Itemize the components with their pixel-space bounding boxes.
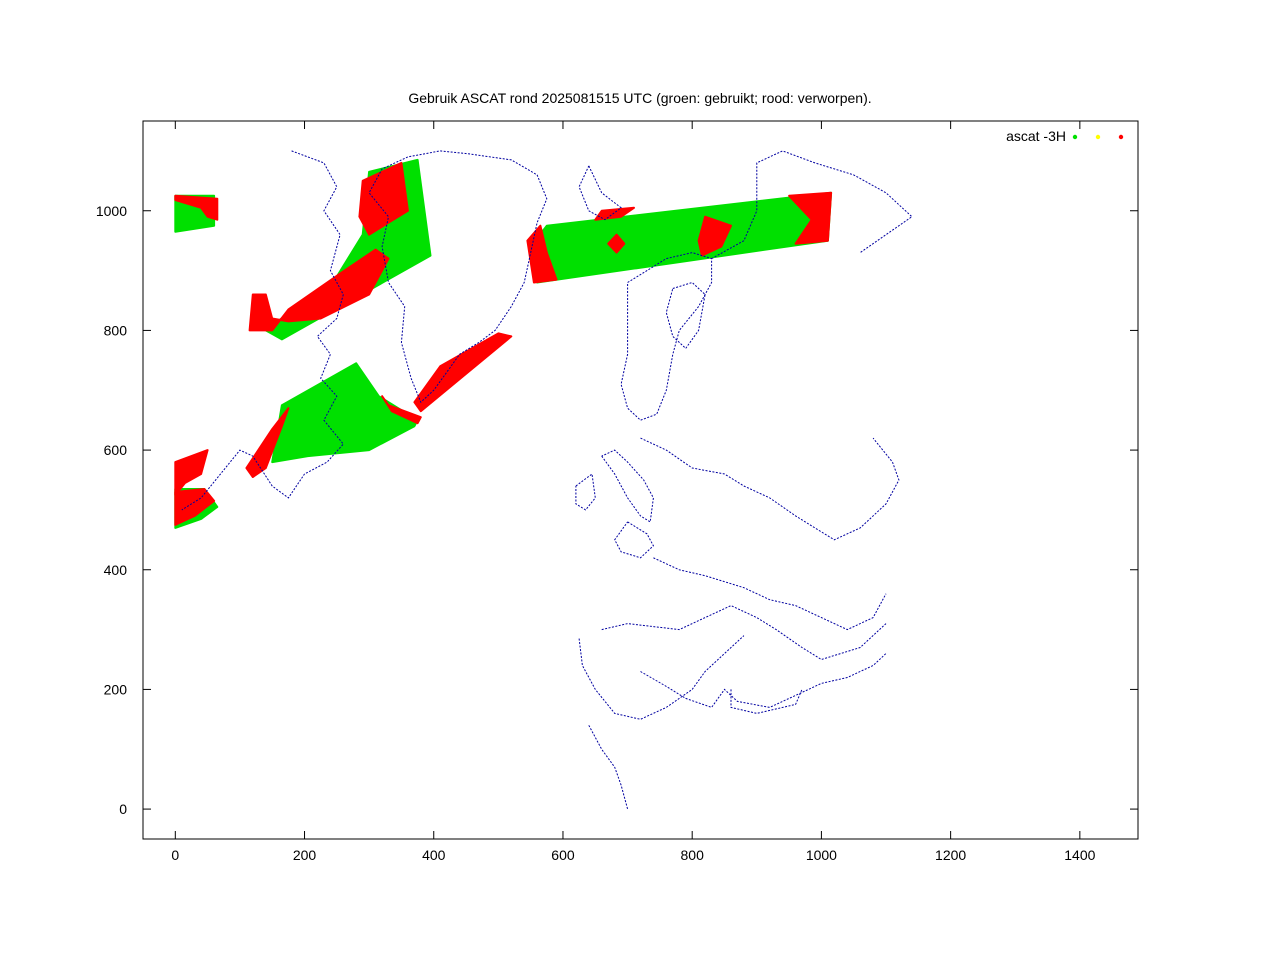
used-observation-swath	[529, 191, 833, 284]
axes: 0 200 400 600 800 1000 1200 1400 0 200 400 600 800 10…	[96, 120, 1139, 863]
coastline	[578, 635, 745, 720]
coastline	[575, 473, 596, 511]
y-tick-label: 400	[104, 562, 128, 578]
rejected-observation-swath	[245, 407, 290, 478]
rejected-observation-swath	[788, 191, 833, 245]
coastline	[640, 437, 900, 541]
y-tick-label: 600	[104, 442, 128, 458]
x-tick-label: 200	[293, 847, 317, 863]
rejected-observation-swath	[607, 233, 626, 254]
rejected-observation-swath	[697, 215, 732, 257]
chart-title: Gebruik ASCAT rond 2025081515 UTC (groen…	[408, 90, 871, 106]
x-tick-label: 1200	[935, 847, 966, 863]
rejected-observation-swath	[174, 449, 209, 496]
coastline	[601, 449, 654, 523]
x-tick-label: 600	[551, 847, 575, 863]
rejected-observation-swath	[174, 194, 219, 221]
rejected-observation-swath	[594, 206, 635, 221]
legend: ascat -3H	[1006, 128, 1124, 144]
x-tick-label: 1400	[1064, 847, 1095, 863]
coastline	[620, 252, 713, 421]
legend-marker-used	[1072, 134, 1078, 140]
coastline	[601, 605, 887, 661]
x-tick-label: 400	[422, 847, 446, 863]
x-tick-label: 0	[171, 847, 179, 863]
rejected-observation-swath	[174, 488, 216, 526]
coastline	[614, 521, 655, 559]
y-tick-label: 0	[119, 801, 127, 817]
rejected-observation-swath	[526, 224, 558, 284]
rejected-observation-swath	[413, 332, 513, 413]
coastline	[588, 725, 629, 810]
coastline	[711, 150, 913, 260]
coastline	[181, 150, 344, 511]
plot-area	[174, 150, 913, 810]
rejected-observation-swath	[248, 248, 390, 332]
coastline	[578, 165, 622, 221]
x-tick-label: 800	[681, 847, 705, 863]
legend-marker-rejected	[1118, 134, 1124, 140]
x-tick-label: 1000	[806, 847, 837, 863]
rejected-observation-swath	[358, 161, 409, 236]
y-tick-label: 1000	[96, 203, 127, 219]
plot-border	[142, 120, 1139, 840]
coastline	[368, 150, 548, 404]
used-observation-swath	[271, 362, 419, 464]
coastline	[653, 557, 887, 631]
legend-marker-yellow	[1095, 134, 1101, 140]
rejected-observation-swath	[381, 395, 422, 425]
coastline	[665, 281, 706, 350]
coastline	[730, 689, 803, 714]
y-tick-label: 200	[104, 681, 128, 697]
y-tick-label: 800	[104, 322, 128, 338]
legend-label: ascat -3H	[1006, 128, 1066, 144]
coastline	[640, 653, 887, 708]
